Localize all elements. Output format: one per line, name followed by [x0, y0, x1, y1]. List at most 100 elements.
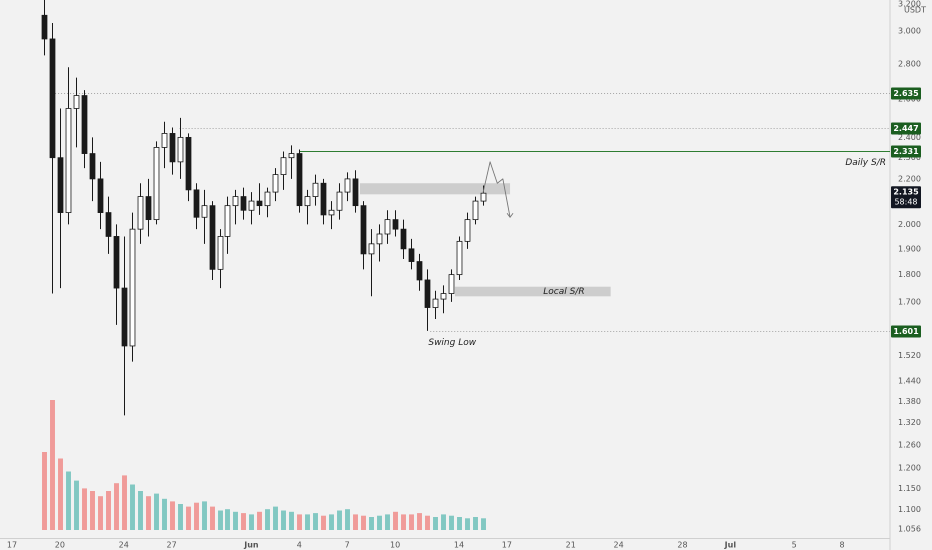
candle-body: [41, 14, 48, 40]
level-annotation: Daily S/R: [845, 158, 886, 168]
volume-bar: [265, 509, 270, 530]
volume-bar: [481, 518, 486, 530]
volume-bar: [321, 515, 326, 530]
candle-body: [177, 136, 184, 163]
sr-zone: [359, 183, 511, 195]
volume-bar: [82, 488, 87, 530]
candle-body: [272, 174, 279, 193]
volume-bar: [433, 517, 438, 530]
last-price-box: [891, 186, 921, 209]
y-tick-label: 2.800: [898, 59, 921, 68]
volume-bar: [50, 400, 55, 530]
volume-bar: [369, 517, 374, 530]
sr-zone: [454, 286, 611, 297]
volume-bar: [465, 518, 470, 530]
volume-bar: [241, 513, 246, 530]
candle-body: [185, 136, 192, 191]
volume-bar: [297, 514, 302, 530]
volume-bar: [225, 509, 230, 530]
candle-body: [224, 205, 231, 237]
candle-body: [137, 196, 144, 230]
volume-bar: [194, 502, 199, 530]
projection-arrow: [506, 212, 514, 219]
candle-body: [248, 200, 255, 211]
level-price-label: 1.601: [893, 327, 919, 336]
x-tick-label: 21: [566, 541, 576, 550]
y-tick-label: 1.800: [898, 270, 921, 279]
y-tick-label: 2.300: [898, 153, 921, 162]
level-price-label: 2.331: [893, 147, 919, 156]
candle-body: [240, 196, 247, 211]
candle-body: [81, 95, 88, 154]
volume-bar: [218, 510, 223, 530]
candle-body: [89, 153, 96, 180]
candle-body: [145, 196, 152, 221]
x-tick-label: 28: [677, 541, 687, 550]
candle-body: [217, 236, 224, 270]
candle-body: [456, 240, 463, 276]
candle-body: [73, 95, 80, 109]
volume-bar: [90, 491, 95, 530]
volume-bar: [441, 514, 446, 530]
volume-bar: [58, 458, 63, 530]
y-tick-label: 2.400: [898, 133, 921, 142]
candle-body: [320, 182, 327, 216]
volume-bar: [377, 515, 382, 530]
volume-bar: [178, 504, 183, 530]
volume-bar: [257, 511, 262, 530]
volume-bar: [409, 514, 414, 530]
candle-body: [360, 205, 367, 255]
candle-body: [193, 189, 200, 218]
candle-body: [376, 233, 383, 245]
volume-bar: [313, 513, 318, 530]
volume-bar: [98, 496, 103, 530]
y-tick-label: 1.200: [898, 464, 921, 473]
axes: 3.2003.0002.8002.6002.4002.3002.2002.100…: [7, 0, 921, 550]
projection-path: [482, 161, 511, 218]
volume-bar: [337, 510, 342, 530]
candle-body: [113, 236, 120, 289]
volume-bar: [114, 483, 119, 530]
volume-bar: [170, 501, 175, 530]
candle-body: [472, 200, 479, 221]
candle-body: [232, 196, 239, 207]
volume-bar: [186, 506, 191, 530]
level-price-label: 2.447: [893, 124, 918, 133]
volume-bar: [417, 513, 422, 530]
y-tick-label: 1.700: [898, 297, 921, 306]
volume-bar: [74, 480, 79, 530]
candle-body: [464, 219, 471, 242]
level-price-box: [891, 325, 921, 338]
candle-body: [209, 205, 216, 270]
candle-body: [400, 228, 407, 250]
volume-bar: [345, 509, 350, 530]
candle-body: [368, 243, 375, 255]
candle-body: [336, 191, 343, 211]
x-tick-label: 14: [454, 541, 464, 550]
volume-bar: [449, 515, 454, 530]
volume-bar: [210, 506, 215, 530]
volume-bar: [42, 452, 47, 530]
candle-body: [392, 219, 399, 230]
level-price-box: [891, 145, 921, 158]
candle-body: [169, 133, 176, 163]
volume-bar: [273, 506, 278, 530]
volume-bar: [401, 514, 406, 530]
y-tick-label: 3.000: [898, 26, 921, 35]
candle-body: [296, 153, 303, 207]
level-price-box: [891, 87, 921, 100]
candle-body: [105, 212, 112, 237]
y-tick-label: 1.900: [898, 244, 921, 253]
volume-bar: [130, 484, 135, 530]
candle-body: [280, 157, 287, 175]
volume-bar: [393, 511, 398, 530]
candle-body: [312, 182, 319, 197]
y-tick-label: 1.150: [898, 484, 921, 493]
volume-bar: [122, 475, 127, 530]
plot-area: Local S/R Daily S/R Swing Low: [41, 0, 890, 530]
x-tick-label: 24: [614, 541, 624, 550]
y-tick-label: 1.380: [898, 397, 921, 406]
y-tick-label: 3.200: [898, 0, 921, 9]
candle-body: [201, 205, 208, 218]
